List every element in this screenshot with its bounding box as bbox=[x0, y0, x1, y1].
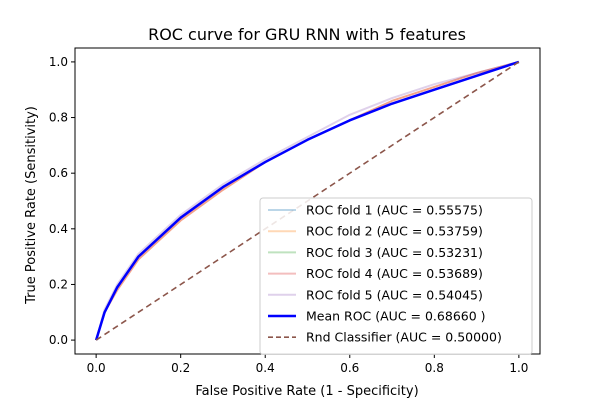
axis-ticks: 0.0 0.2 0.4 0.6 0.8 1.0 0.0 0.2 0.4 0.6 0.8 1.0 bbox=[49, 55, 529, 375]
legend-label-2: ROC fold 2 (AUC = 0.53759) bbox=[306, 224, 483, 239]
x-tick-label: 0.8 bbox=[425, 361, 444, 375]
legend-label-4: ROC fold 4 (AUC = 0.53689) bbox=[306, 266, 483, 281]
legend-label-1: ROC fold 1 (AUC = 0.55575) bbox=[306, 203, 483, 218]
x-tick-label: 1.0 bbox=[509, 361, 528, 375]
chart-title: ROC curve for GRU RNN with 5 features bbox=[148, 25, 466, 44]
legend-label-6: Mean ROC (AUC = 0.68660 ) bbox=[306, 309, 486, 324]
y-tick-label: 0.8 bbox=[49, 111, 68, 125]
legend-label-5: ROC fold 5 (AUC = 0.54045) bbox=[306, 287, 483, 302]
x-tick-label: 0.4 bbox=[256, 361, 275, 375]
y-tick-label: 0.6 bbox=[49, 166, 68, 180]
series-line-6 bbox=[94, 60, 520, 341]
x-tick-label: 0.0 bbox=[87, 361, 106, 375]
x-tick-label: 0.6 bbox=[340, 361, 359, 375]
x-tick-label: 0.2 bbox=[171, 361, 190, 375]
x-axis-label: False Positive Rate (1 - Specificity) bbox=[195, 384, 418, 399]
y-axis-label: True Positive Rate (Sensitivity) bbox=[24, 106, 39, 305]
legend-box bbox=[259, 197, 533, 355]
legend-label-7: Rnd Classifier (AUC = 0.50000) bbox=[306, 330, 502, 345]
series-lines bbox=[94, 60, 520, 341]
y-tick-label: 0.4 bbox=[49, 222, 68, 236]
legend: ROC fold 1 (AUC = 0.55575) ROC fold 2 (AU… bbox=[259, 197, 533, 355]
legend-label-3: ROC fold 3 (AUC = 0.53231) bbox=[306, 245, 483, 260]
y-tick-label: 1.0 bbox=[49, 55, 68, 69]
series-line-5 bbox=[95, 60, 520, 341]
y-tick-label: 0.2 bbox=[49, 277, 68, 291]
y-tick-label: 0.0 bbox=[49, 333, 68, 347]
